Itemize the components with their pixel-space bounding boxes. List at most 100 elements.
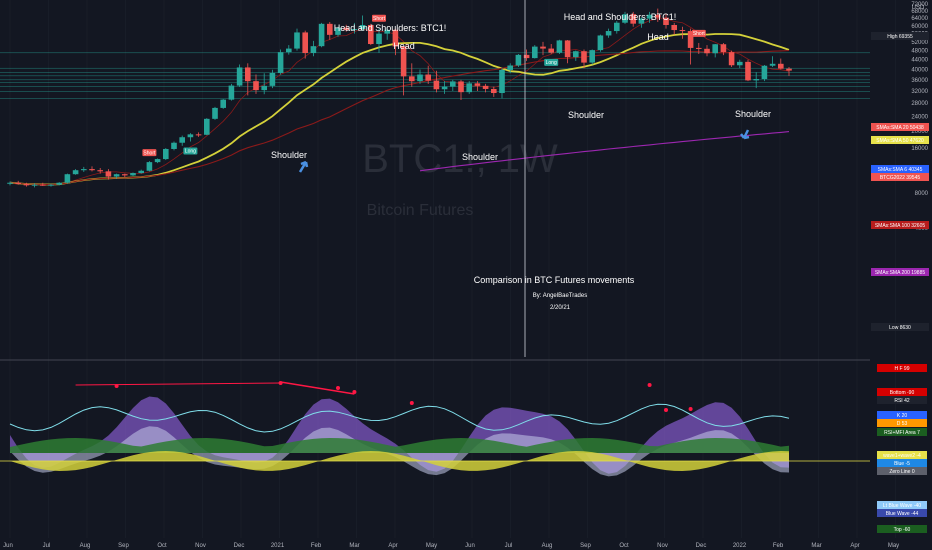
candle-body-15 <box>130 173 136 176</box>
indicator-tag-bg <box>877 451 927 459</box>
candle-body-1 <box>15 182 21 185</box>
indicator-tag-label: Bottom -90 <box>890 390 915 396</box>
head-left: Head <box>393 41 415 51</box>
divergence-dot <box>688 407 693 411</box>
y-axis: USD7200068000640006000056000520004800044… <box>911 2 928 232</box>
candle-body-50 <box>417 74 423 82</box>
candle-body-6 <box>56 182 62 185</box>
x-tick-label: Apr <box>388 543 397 549</box>
indicator-tag-label: RSI 42 <box>894 398 910 404</box>
y-tick-label: 72000 <box>911 2 928 8</box>
price-tag-label: High 69355 <box>887 34 913 40</box>
watermark-symbol: BTC1!, 1W <box>362 137 558 181</box>
candle-body-12 <box>105 171 112 177</box>
indicator-tag-bg <box>877 419 927 427</box>
candle-body-51 <box>425 74 431 81</box>
candle-body-57 <box>474 83 481 86</box>
candle-body-5 <box>48 184 54 186</box>
indicator-tag-label: Blue -5 <box>894 461 910 467</box>
short-signal <box>372 14 386 22</box>
candle-body-33 <box>277 52 284 74</box>
indicator-tag-bg <box>877 467 927 475</box>
candle-body-46 <box>384 29 390 34</box>
candle-body-14 <box>122 174 128 176</box>
annotations: Head and Shoulders: BTC1! Head Shoulder … <box>271 12 771 311</box>
candle-body-27 <box>228 85 235 100</box>
long-signal <box>544 58 559 66</box>
candle-body-38 <box>318 23 325 47</box>
price-tag-label: BTCG2022 39545 <box>880 175 921 181</box>
candle-body-95 <box>786 68 792 71</box>
candle-body-4 <box>40 184 46 186</box>
candle-body-63 <box>523 54 530 59</box>
x-tick-label: Feb <box>773 543 784 549</box>
signal-labels: Short Long Short Long Short <box>142 14 706 156</box>
candle-body-40 <box>335 27 341 35</box>
price-tag-bg <box>871 136 929 144</box>
indicator-tag-bg <box>877 396 927 404</box>
x-tick-label: Dec <box>234 543 245 549</box>
y-tick-label: 44000 <box>911 58 928 64</box>
x-tick-label: 2022 <box>733 543 747 549</box>
candle-body-93 <box>769 63 776 66</box>
arrow-icon <box>298 160 309 173</box>
candle-body-48 <box>400 46 407 77</box>
indicator-tag-bg <box>877 525 927 533</box>
candle-body-83 <box>687 31 694 48</box>
price-tag-bg <box>871 323 929 331</box>
candle-body-84 <box>696 47 702 49</box>
indicator-tag-label: wave1+wave2 -4 <box>883 453 921 459</box>
short-signal-label: Short <box>143 150 156 156</box>
horizontal-levels <box>0 52 870 99</box>
indicator-tags: H F 99 Bottom -90 RSI 42 K 20 D 53 RSI+MFI Ar… <box>877 364 927 533</box>
y-tick-label: 68000 <box>911 9 928 15</box>
long-signal-label: Long <box>185 149 196 155</box>
price-tag-bg <box>871 173 929 181</box>
x-tick-label: Mar <box>349 543 359 549</box>
y-tick-label: 60000 <box>911 24 928 30</box>
candle-body-25 <box>212 107 218 119</box>
candle-body-18 <box>154 159 161 163</box>
candle-body-52 <box>433 80 440 90</box>
candle-body-39 <box>327 23 333 35</box>
title-left: Head and Shoulders: BTC1! <box>334 23 447 33</box>
x-tick-label: May <box>426 543 437 549</box>
author-text: By: AngelBaeTrades <box>533 293 587 299</box>
y-tick-label: 28000 <box>911 101 928 107</box>
candle-body-73 <box>605 31 612 36</box>
price-tag-label: SMAs:SMA 200 19885 <box>875 270 926 276</box>
x-tick-label: Aug <box>80 543 91 549</box>
candle-body-86 <box>712 44 718 54</box>
candle-body-32 <box>269 73 276 86</box>
sma-200-line <box>419 131 790 172</box>
candle-body-58 <box>482 85 489 89</box>
x-tick-label: 2021 <box>271 543 285 549</box>
rsi-mfi-area <box>10 438 789 453</box>
indicator-tag-bg <box>877 388 927 396</box>
light-blue-wave-area <box>10 426 789 477</box>
indicator-tag-bg <box>877 509 927 517</box>
y-axis-unit: USD <box>912 5 925 11</box>
candle-body-59 <box>491 88 497 94</box>
indicator-tag-bg <box>877 364 927 372</box>
shoulder-right-1: Shoulder <box>568 110 604 120</box>
price-tag-label: SMAs:SMA 20 50438 <box>876 125 924 131</box>
candle-body-43 <box>359 24 366 30</box>
candle-body-42 <box>351 29 358 31</box>
price-tag-bg <box>871 32 929 40</box>
candle-body-49 <box>409 76 415 82</box>
price-tag-bg <box>871 268 929 276</box>
candle-body-7 <box>64 174 71 183</box>
candle-body-54 <box>450 81 456 87</box>
arrow-icon <box>740 129 750 140</box>
candle-body-10 <box>89 169 95 171</box>
candle-body-29 <box>245 67 251 82</box>
price-tag-bg <box>871 123 929 131</box>
candle-body-20 <box>171 142 177 149</box>
candle-body-22 <box>187 134 194 138</box>
candle-body-31 <box>261 85 267 91</box>
candle-body-28 <box>236 67 243 86</box>
candle-body-60 <box>499 69 505 94</box>
x-tick-label: Sep <box>118 543 129 549</box>
